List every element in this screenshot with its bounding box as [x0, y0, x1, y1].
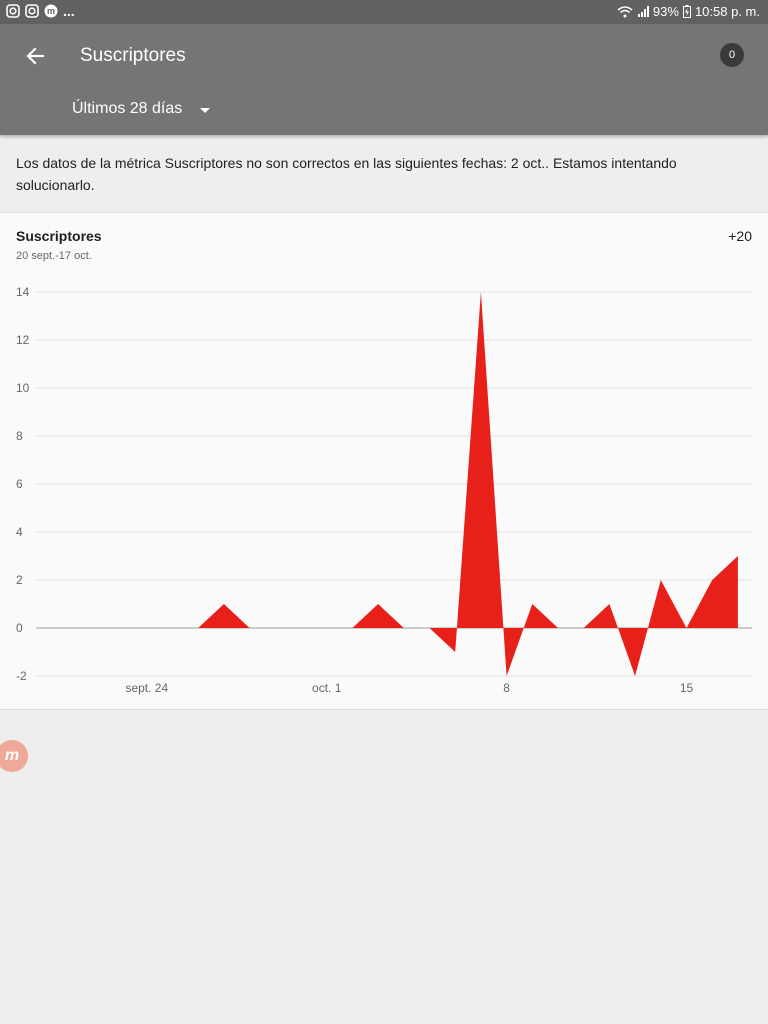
card-title: Suscriptores: [16, 228, 102, 244]
y-tick-label: 4: [16, 525, 23, 539]
app-bar: Suscriptores 0 Últimos 28 días: [0, 24, 768, 135]
subscribers-chart-card: 14 12 10 8 6 4 2 0 -2 sept. 24 oct. 1 8 15 Suscripto…: [0, 212, 768, 710]
battery-icon: [682, 5, 691, 18]
x-tick-label: sept. 24: [125, 681, 168, 695]
y-tick-label: 10: [16, 381, 30, 395]
back-arrow-icon[interactable]: [20, 42, 52, 70]
status-bar-notification-icons: m ...: [6, 4, 75, 18]
subscribers-area-chart: 14 12 10 8 6 4 2 0 -2 sept. 24 oct. 1 8 15: [16, 285, 752, 695]
messenger-icon: m: [44, 4, 58, 18]
y-tick-label: 8: [16, 429, 23, 443]
status-bar-overflow: ...: [63, 3, 75, 19]
battery-percent: 93%: [652, 4, 679, 19]
card-date-range: 20 sept.-17 oct.: [16, 250, 92, 262]
y-tick-label: 14: [16, 285, 30, 299]
y-tick-label: 6: [16, 477, 23, 491]
clock: 10:58 p. m.: [694, 4, 760, 19]
svg-text:m: m: [47, 6, 55, 16]
status-bar-system-info: 93% 10:58 p. m.: [617, 4, 760, 19]
status-bar: m ... 93% 10:58 p. m.: [0, 0, 768, 24]
signal-icon: [637, 5, 649, 17]
floating-app-icon[interactable]: m: [0, 740, 28, 772]
y-tick-label: 2: [16, 573, 23, 587]
wifi-icon: [617, 5, 633, 17]
x-tick-label: oct. 1: [312, 681, 342, 695]
y-tick-label: 0: [16, 621, 23, 635]
notification-badge[interactable]: 0: [720, 43, 744, 67]
period-label: Últimos 28 días: [72, 100, 183, 117]
x-tick-label: 8: [503, 681, 510, 695]
instagram-icon: [25, 4, 39, 18]
y-tick-label: -2: [16, 669, 27, 683]
dropdown-arrow-icon: [200, 107, 211, 113]
card-total: +20: [728, 228, 752, 244]
x-tick-label: 15: [680, 681, 694, 695]
page-title: Suscriptores: [80, 45, 186, 66]
instagram-icon: [6, 4, 20, 18]
data-issue-notice: Los datos de la métrica Suscriptores no …: [16, 155, 677, 193]
y-tick-label: 12: [16, 333, 30, 347]
period-dropdown[interactable]: Últimos 28 días: [72, 100, 211, 118]
